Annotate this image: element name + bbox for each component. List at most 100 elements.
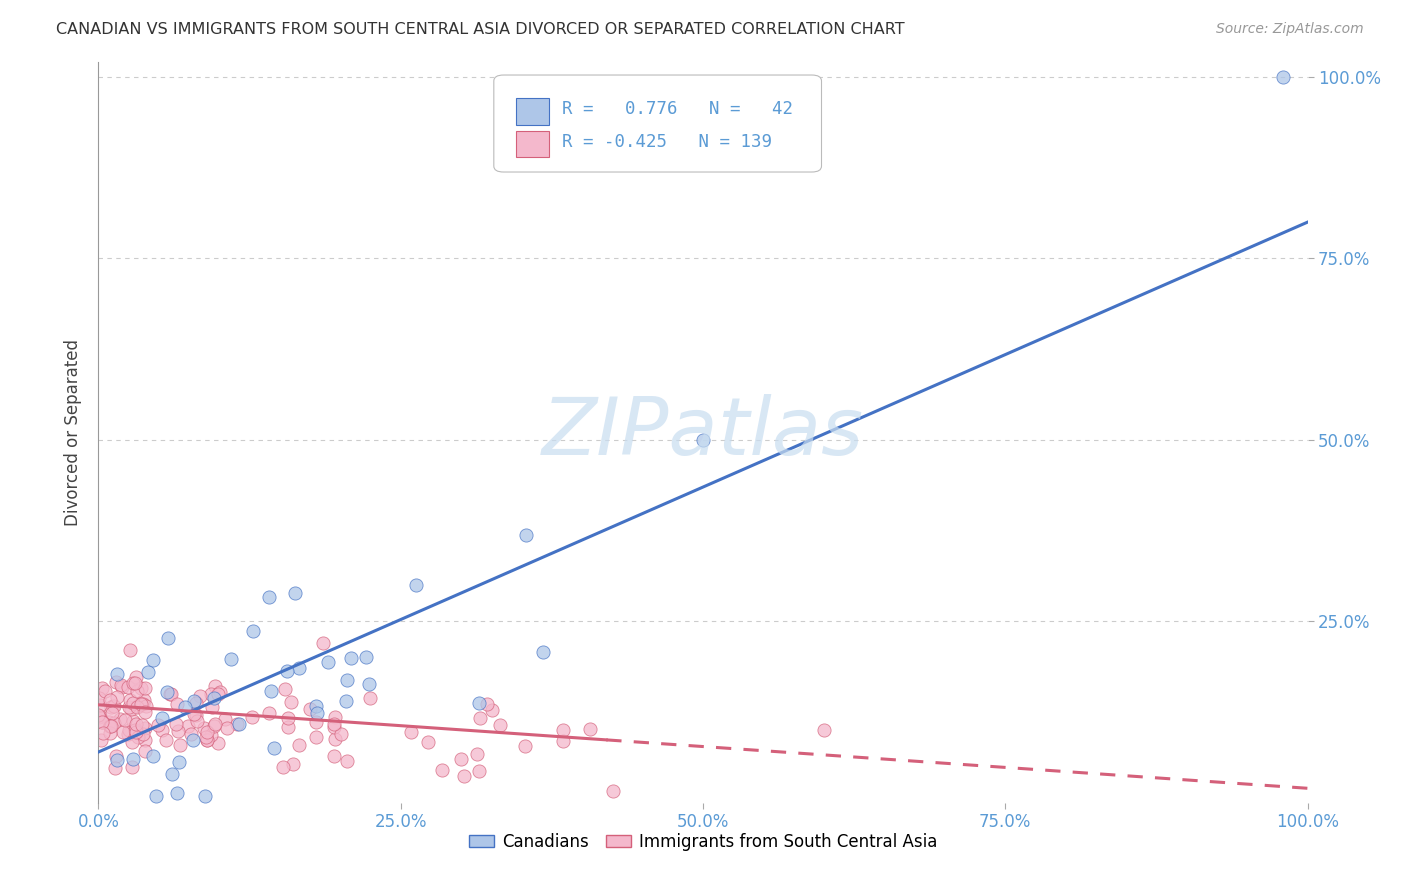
Point bbox=[335, 694, 357, 708]
Point bbox=[357, 677, 380, 691]
Point bbox=[240, 709, 263, 723]
Point bbox=[477, 697, 499, 711]
Point bbox=[134, 743, 156, 757]
Point bbox=[118, 643, 141, 657]
Point bbox=[120, 702, 142, 716]
Point bbox=[136, 665, 159, 679]
Point bbox=[105, 748, 128, 763]
Point bbox=[166, 723, 188, 738]
FancyBboxPatch shape bbox=[516, 131, 550, 157]
Point bbox=[146, 718, 169, 732]
Point bbox=[276, 664, 298, 678]
Point bbox=[450, 752, 472, 766]
Point bbox=[98, 719, 121, 733]
Point bbox=[135, 698, 157, 713]
Point bbox=[165, 717, 187, 731]
Point bbox=[204, 717, 226, 731]
Point bbox=[105, 666, 128, 681]
Point bbox=[125, 723, 148, 737]
Point bbox=[89, 709, 111, 723]
Point bbox=[129, 697, 152, 711]
Point bbox=[274, 681, 297, 696]
Point bbox=[134, 705, 156, 719]
Point bbox=[336, 673, 359, 688]
Point bbox=[215, 721, 238, 735]
Point bbox=[202, 719, 225, 733]
Legend: Canadians, Immigrants from South Central Asia: Canadians, Immigrants from South Central… bbox=[463, 826, 943, 857]
Point bbox=[103, 716, 125, 731]
Point bbox=[481, 703, 503, 717]
Point bbox=[288, 739, 311, 753]
Point bbox=[489, 718, 512, 732]
Point bbox=[228, 716, 250, 731]
Point bbox=[470, 711, 492, 725]
Point bbox=[90, 681, 112, 695]
Point bbox=[121, 735, 143, 749]
Point bbox=[260, 684, 283, 698]
Point bbox=[531, 645, 554, 659]
Point bbox=[100, 718, 122, 732]
Point bbox=[117, 726, 139, 740]
Point bbox=[111, 681, 134, 695]
Point bbox=[271, 760, 294, 774]
Point bbox=[813, 723, 835, 738]
Point bbox=[105, 753, 128, 767]
Point bbox=[110, 712, 132, 726]
Point bbox=[281, 756, 304, 771]
Point bbox=[177, 718, 200, 732]
Point bbox=[124, 676, 146, 690]
Point bbox=[117, 680, 139, 694]
Point bbox=[183, 706, 205, 721]
Point bbox=[104, 674, 127, 689]
Point bbox=[127, 730, 149, 744]
Point bbox=[692, 433, 714, 447]
Point bbox=[121, 760, 143, 774]
Point bbox=[89, 698, 111, 712]
FancyBboxPatch shape bbox=[516, 98, 550, 125]
Point bbox=[195, 733, 218, 747]
Point bbox=[201, 699, 224, 714]
Point bbox=[87, 708, 110, 723]
Point bbox=[257, 590, 280, 604]
Point bbox=[200, 728, 222, 742]
Point bbox=[122, 676, 145, 690]
Point bbox=[263, 740, 285, 755]
Point bbox=[340, 651, 363, 665]
Point bbox=[167, 756, 190, 770]
Point bbox=[195, 725, 218, 739]
Text: ZIPatlas: ZIPatlas bbox=[541, 393, 865, 472]
Point bbox=[101, 699, 124, 714]
Point bbox=[173, 700, 195, 714]
Point bbox=[200, 687, 222, 701]
Point bbox=[183, 694, 205, 708]
Point bbox=[125, 670, 148, 684]
Point bbox=[159, 687, 181, 701]
Point bbox=[181, 733, 204, 747]
Point bbox=[214, 712, 236, 726]
Point bbox=[188, 689, 211, 703]
Point bbox=[468, 764, 491, 778]
Point bbox=[284, 586, 307, 600]
Point bbox=[169, 738, 191, 752]
Point bbox=[305, 698, 328, 713]
Point bbox=[156, 685, 179, 699]
Point bbox=[602, 784, 624, 798]
Point bbox=[194, 730, 217, 744]
Point bbox=[298, 702, 321, 716]
Point bbox=[131, 718, 153, 732]
Point bbox=[166, 786, 188, 800]
Point bbox=[104, 762, 127, 776]
Point bbox=[184, 696, 207, 710]
Text: Source: ZipAtlas.com: Source: ZipAtlas.com bbox=[1216, 22, 1364, 37]
Point bbox=[277, 711, 299, 725]
Point bbox=[193, 721, 215, 735]
Point bbox=[280, 695, 302, 709]
Point bbox=[90, 714, 112, 729]
Point bbox=[336, 754, 359, 768]
Point bbox=[134, 733, 156, 747]
Point bbox=[207, 688, 229, 702]
Point bbox=[87, 710, 110, 724]
Point bbox=[122, 752, 145, 766]
Point bbox=[142, 748, 165, 763]
Point bbox=[110, 678, 132, 692]
